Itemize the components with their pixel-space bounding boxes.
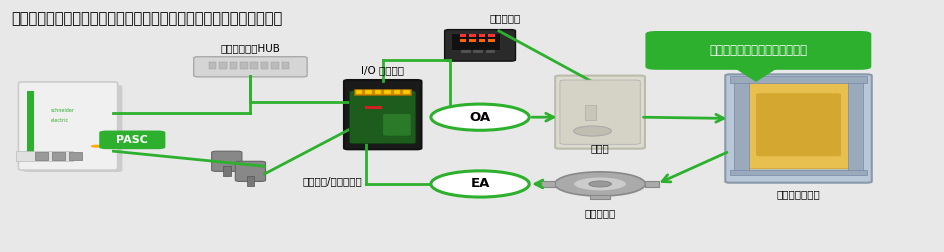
FancyBboxPatch shape (23, 85, 123, 172)
FancyBboxPatch shape (99, 131, 165, 149)
Bar (240, 62, 247, 69)
Bar (16, 151, 73, 161)
FancyBboxPatch shape (18, 82, 117, 170)
Bar (364, 106, 381, 109)
Bar (281, 62, 289, 69)
FancyBboxPatch shape (235, 161, 265, 181)
Bar (468, 39, 475, 42)
Bar (473, 50, 482, 53)
Bar (229, 62, 237, 69)
Bar (459, 39, 466, 42)
FancyBboxPatch shape (559, 80, 640, 144)
Bar (450, 34, 499, 50)
FancyBboxPatch shape (349, 91, 415, 144)
Circle shape (573, 126, 611, 136)
Text: PASC: PASC (116, 135, 148, 145)
Text: schneider: schneider (51, 108, 75, 113)
Text: 人による常時監視も不要です！: 人による常時監視も不要です！ (709, 44, 806, 57)
Text: 指示調節計: 指示調節計 (489, 13, 520, 23)
Circle shape (430, 104, 529, 130)
Bar (459, 34, 466, 37)
Bar (540, 181, 555, 187)
Circle shape (573, 177, 626, 191)
Bar (223, 166, 230, 176)
Bar (589, 195, 610, 199)
Bar (374, 90, 381, 94)
Text: クリーンルーム: クリーンルーム (776, 189, 819, 199)
Bar (847, 81, 862, 171)
Text: スイッチングHUB: スイッチングHUB (220, 43, 280, 53)
Bar (468, 34, 475, 37)
FancyBboxPatch shape (755, 93, 840, 156)
Bar (219, 62, 227, 69)
Bar (364, 90, 371, 94)
Bar (479, 34, 485, 37)
FancyBboxPatch shape (748, 87, 847, 163)
Bar (644, 181, 659, 187)
Bar (488, 34, 495, 37)
FancyBboxPatch shape (725, 74, 870, 183)
Bar (461, 50, 470, 53)
Bar (393, 90, 399, 94)
Bar (271, 62, 278, 69)
Circle shape (588, 181, 611, 187)
Text: 設置完成図　（例）設定温湿度に応じて自動的にコントロールします: 設置完成図 （例）設定温湿度に応じて自動的にコントロールします (11, 11, 282, 26)
Bar (355, 90, 362, 94)
Circle shape (554, 172, 645, 196)
Polygon shape (732, 67, 779, 82)
Circle shape (91, 145, 102, 148)
FancyBboxPatch shape (555, 76, 644, 149)
Bar (354, 89, 411, 95)
Bar (52, 152, 65, 160)
Bar (261, 62, 268, 69)
Bar (383, 90, 391, 94)
Bar (733, 81, 749, 171)
Text: 外気温度/湿度センサ: 外気温度/湿度センサ (302, 176, 362, 186)
Text: 排気ファン: 排気ファン (583, 208, 615, 218)
Bar (35, 152, 48, 160)
Bar (485, 50, 495, 53)
Bar (729, 76, 867, 83)
FancyBboxPatch shape (645, 31, 870, 70)
FancyBboxPatch shape (741, 81, 854, 169)
Text: I/O デバイス: I/O デバイス (361, 66, 404, 76)
FancyBboxPatch shape (344, 80, 421, 149)
Bar (69, 152, 82, 160)
FancyBboxPatch shape (211, 151, 242, 171)
Bar (246, 176, 254, 186)
FancyBboxPatch shape (382, 113, 411, 136)
Text: electric: electric (51, 118, 69, 123)
Bar (250, 62, 258, 69)
FancyBboxPatch shape (194, 57, 307, 77)
FancyBboxPatch shape (445, 30, 515, 61)
Circle shape (430, 171, 529, 197)
Bar (729, 170, 867, 175)
Bar (488, 39, 495, 42)
Text: 外調機: 外調機 (590, 144, 609, 154)
Text: OA: OA (469, 111, 490, 124)
Bar (479, 39, 485, 42)
Bar (209, 62, 216, 69)
Text: EA: EA (470, 177, 489, 191)
Bar (584, 105, 596, 120)
Bar (26, 91, 34, 161)
Bar (402, 90, 410, 94)
